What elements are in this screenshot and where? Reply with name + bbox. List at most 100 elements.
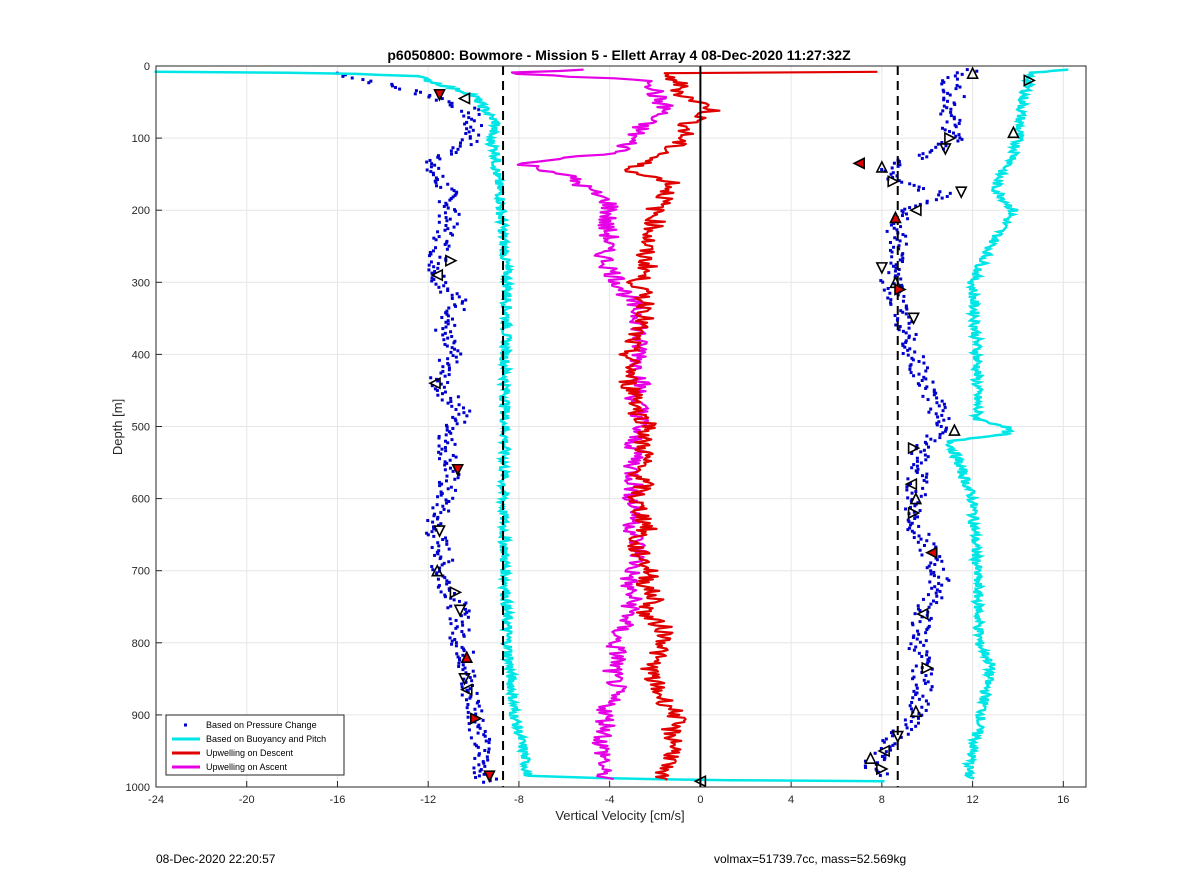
- pressure-change-point: [916, 501, 920, 505]
- pressure-change-point: [935, 396, 939, 400]
- pressure-change-point: [925, 628, 929, 632]
- pressure-change-point: [923, 493, 927, 497]
- pressure-change-point: [893, 742, 897, 746]
- pressure-change-point: [443, 342, 447, 346]
- pressure-change-point: [428, 250, 432, 254]
- pressure-change-point: [443, 331, 447, 335]
- pressure-change-descent-dots: [335, 71, 498, 784]
- pressure-change-point: [906, 217, 910, 221]
- upwelling-ascent-line: [510, 68, 674, 781]
- pressure-change-point: [919, 461, 923, 465]
- pressure-change-point: [460, 630, 464, 634]
- pressure-change-point: [916, 515, 920, 519]
- pressure-change-point: [948, 191, 952, 195]
- pressure-change-point: [893, 313, 897, 317]
- pressure-change-point: [472, 119, 476, 123]
- pressure-change-point: [456, 147, 460, 151]
- pressure-change-point: [434, 176, 438, 180]
- pressure-change-point: [901, 352, 905, 356]
- pressure-change-point: [434, 246, 438, 250]
- pressure-change-point: [445, 542, 449, 546]
- pressure-change-point: [426, 533, 430, 537]
- pressure-change-point: [445, 203, 449, 207]
- pressure-change-point: [442, 274, 446, 278]
- pressure-change-point: [477, 752, 481, 756]
- pressure-change-point: [960, 137, 964, 141]
- pressure-change-point: [944, 144, 948, 148]
- pressure-change-point: [873, 751, 877, 755]
- pressure-change-point: [454, 488, 458, 492]
- pressure-change-point: [439, 522, 443, 526]
- pressure-change-point: [439, 452, 443, 456]
- pressure-change-point: [923, 440, 927, 444]
- pressure-change-point: [432, 265, 436, 269]
- pressure-change-point: [482, 772, 486, 776]
- pressure-change-point: [457, 661, 461, 665]
- pressure-change-point: [943, 405, 947, 409]
- pressure-change-point: [908, 505, 912, 509]
- pressure-change-point: [438, 566, 442, 570]
- triangle-marker: [433, 525, 446, 538]
- pressure-change-point: [469, 736, 473, 740]
- triangle-marker: [909, 704, 923, 718]
- pressure-change-point: [481, 718, 485, 722]
- pressure-change-point: [436, 393, 440, 397]
- pressure-change-point: [482, 761, 486, 765]
- pressure-change-point: [919, 494, 923, 498]
- pressure-change-point: [456, 349, 460, 353]
- pressure-change-point: [474, 775, 478, 779]
- triangle-marker: [909, 491, 923, 505]
- pressure-change-point: [464, 601, 468, 605]
- pressure-change-point: [915, 464, 919, 468]
- pressure-change-point: [937, 582, 941, 586]
- pressure-change-point: [917, 534, 921, 538]
- pressure-change-point: [909, 523, 913, 527]
- pressure-change-point: [436, 379, 440, 383]
- x-tick-label: 0: [697, 794, 703, 806]
- pressure-change-point: [881, 280, 885, 284]
- pressure-change-point: [937, 575, 941, 579]
- pressure-change-point: [938, 432, 942, 436]
- pressure-change-point: [907, 315, 911, 319]
- y-tick-label: 300: [132, 277, 150, 289]
- legend-label: Based on Pressure Change: [206, 720, 317, 730]
- pressure-change-point: [925, 434, 929, 438]
- pressure-change-point: [432, 526, 436, 530]
- pressure-change-point: [449, 622, 453, 626]
- pressure-change-point: [920, 713, 924, 717]
- pressure-change-point: [942, 90, 946, 94]
- pressure-change-point: [916, 382, 920, 386]
- pressure-change-point: [902, 294, 906, 298]
- pressure-change-point: [894, 323, 898, 327]
- pressure-change-point: [463, 420, 467, 424]
- pressure-change-point: [436, 541, 440, 545]
- pressure-change-point: [915, 459, 919, 463]
- pressure-change-point: [457, 473, 461, 477]
- pressure-change-point: [921, 355, 925, 359]
- pressure-change-point: [891, 171, 895, 175]
- pressure-change-point: [932, 388, 936, 392]
- pressure-change-point: [438, 457, 442, 461]
- triangle-marker: [483, 770, 496, 783]
- pressure-change-point: [439, 490, 443, 494]
- pressure-change-point: [904, 340, 908, 344]
- pressure-change-point: [944, 428, 948, 432]
- pressure-change-point: [911, 635, 915, 639]
- pressure-change-point: [941, 431, 945, 435]
- pressure-change-point: [924, 639, 928, 643]
- pressure-change-point: [484, 739, 488, 743]
- pressure-change-point: [926, 680, 930, 684]
- pressure-change-point: [449, 596, 453, 600]
- pressure-change-point: [472, 771, 476, 775]
- triangle-marker: [939, 143, 952, 156]
- pressure-change-point: [443, 468, 447, 472]
- pressure-change-point: [430, 271, 434, 275]
- pressure-change-point: [453, 417, 457, 421]
- pressure-change-point: [442, 338, 446, 342]
- pressure-change-point: [446, 182, 450, 186]
- timestamp-footer: 08-Dec-2020 22:20:57: [156, 852, 276, 866]
- pressure-change-point: [911, 623, 915, 627]
- pressure-change-point: [447, 587, 451, 591]
- pressure-change-point: [864, 766, 868, 770]
- triangle-marker: [877, 744, 890, 758]
